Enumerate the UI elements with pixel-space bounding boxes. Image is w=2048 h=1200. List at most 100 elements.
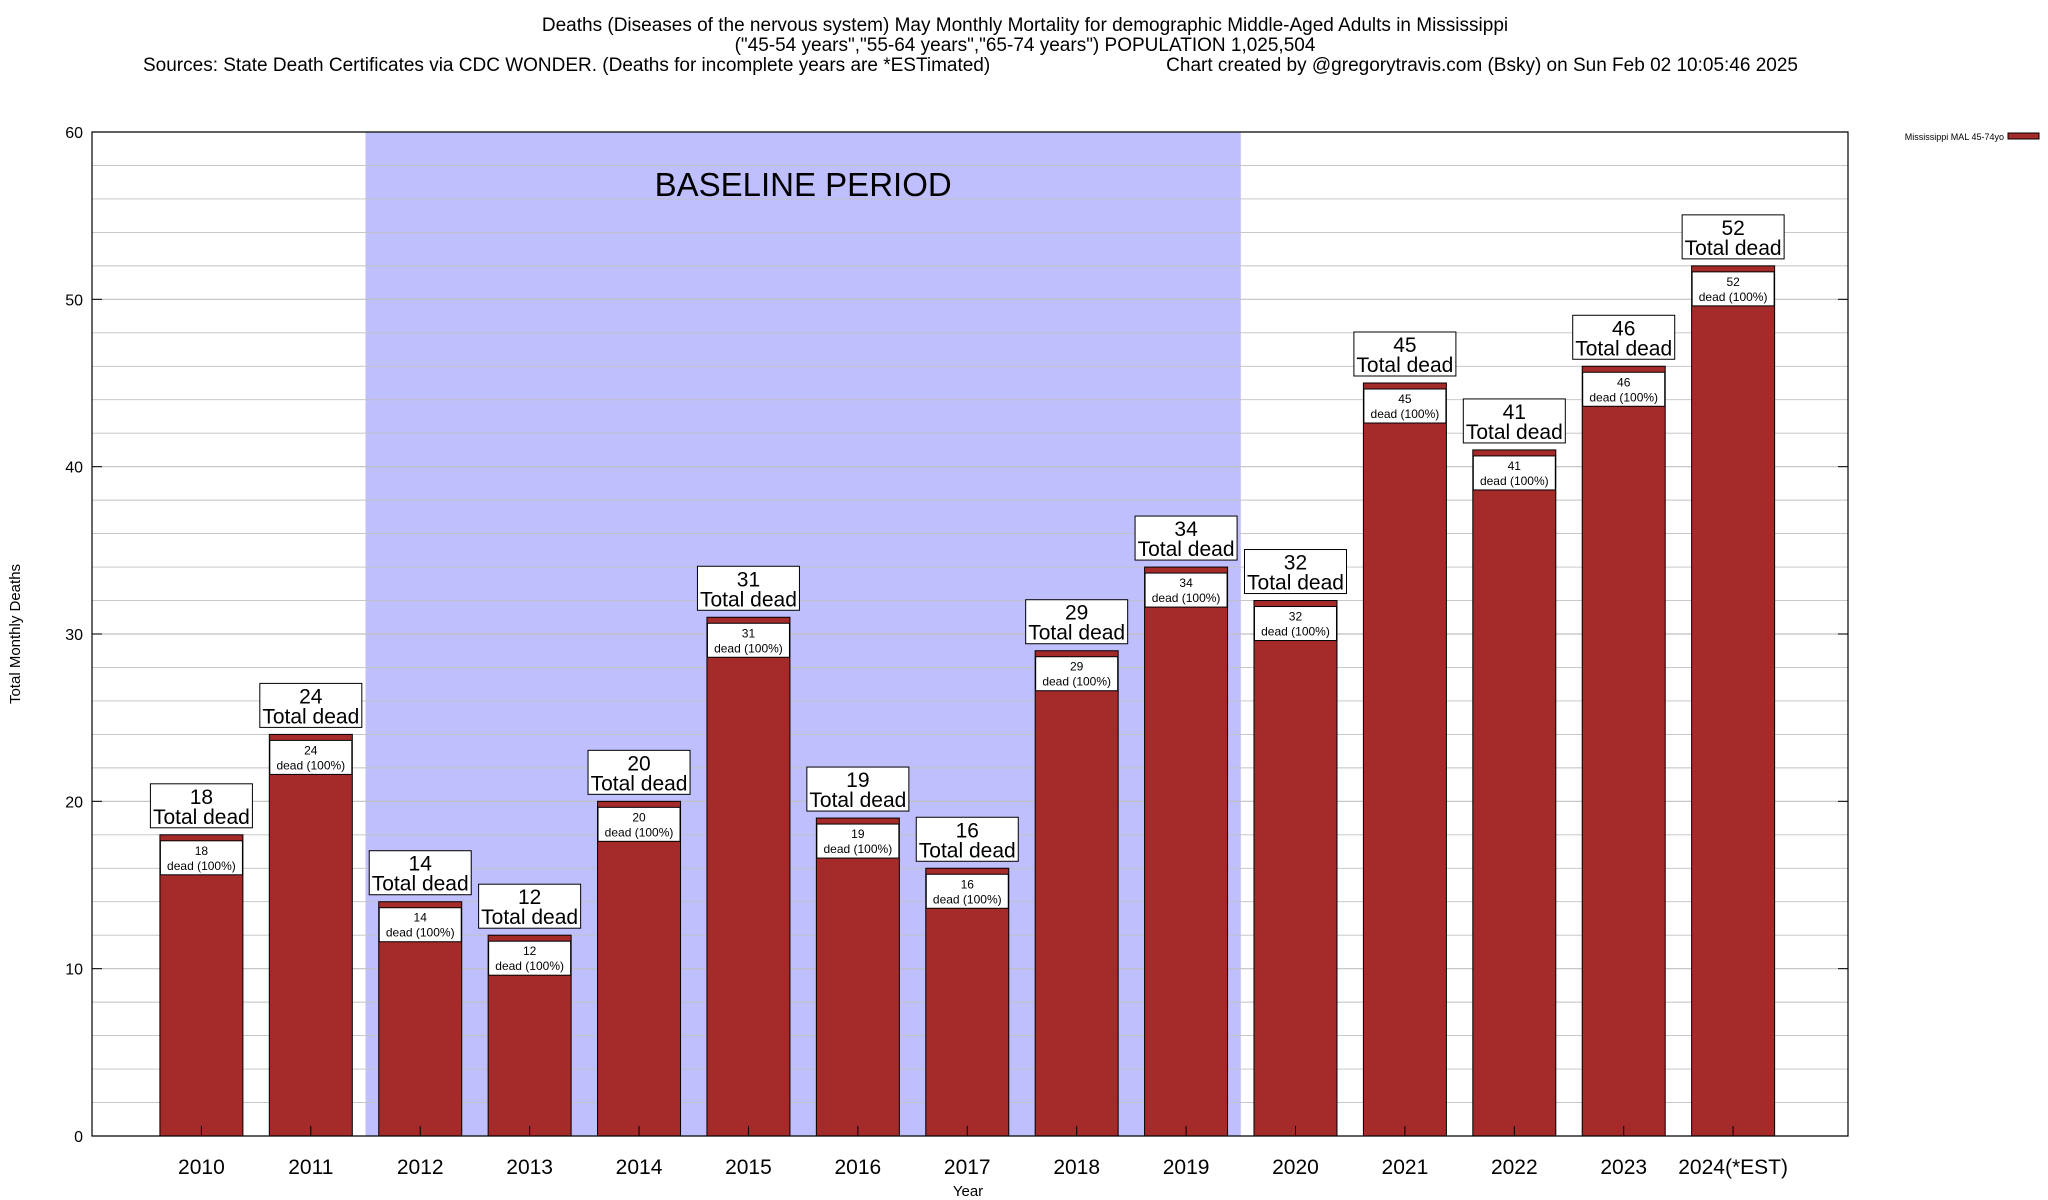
bar-total-text-label: Total dead <box>153 806 250 829</box>
bar-total-text-label: Total dead <box>1356 354 1453 377</box>
bar-total-label-box <box>149 783 253 829</box>
bar <box>706 616 791 1137</box>
bar-inner-value-label: 52 <box>1726 275 1740 289</box>
chart-title-block: Deaths (Diseases of the nervous system) … <box>143 15 1798 76</box>
bar-inner-label-box <box>1035 656 1119 692</box>
bar-total-text-label: Total dead <box>1028 622 1125 645</box>
bar <box>597 800 682 1137</box>
bar-total-value-label: 31 <box>737 568 760 591</box>
bar-inner-percent-label: dead (100%) <box>714 641 783 655</box>
bar-inner-label-box <box>378 907 462 943</box>
bar-inner-percent-label: dead (100%) <box>1042 675 1111 689</box>
x-tick-label: 2014 <box>616 1156 663 1179</box>
bar-inner-label-box <box>1253 606 1337 642</box>
bar-inner-percent-label: dead (100%) <box>1589 390 1658 404</box>
bar <box>1144 566 1229 1137</box>
bar-total-value-label: 24 <box>299 685 323 708</box>
bar-inner-percent-label: dead (100%) <box>605 825 674 839</box>
x-tick-label: 2011 <box>288 1156 333 1179</box>
y-axis-title: Total Monthly Deaths <box>7 564 24 704</box>
bar-total-label-box <box>1243 549 1347 595</box>
bar-total-value-label: 34 <box>1174 518 1198 541</box>
bar-inner-label-box <box>1691 271 1775 307</box>
x-tick-label: 2017 <box>944 1156 991 1179</box>
bar-inner-value-label: 19 <box>851 827 865 841</box>
legend-swatch <box>2007 132 2040 140</box>
bar-total-text-label: Total dead <box>1138 538 1235 561</box>
bar <box>1691 265 1776 1137</box>
bar-total-text-label: Total dead <box>919 839 1016 862</box>
bar-total-text-label: Total dead <box>481 906 578 929</box>
y-tick-label: 60 <box>65 125 83 142</box>
bar-inner-percent-label: dead (100%) <box>276 758 345 772</box>
x-tick-label: 2013 <box>506 1156 553 1179</box>
bar-inner-value-label: 12 <box>523 944 537 958</box>
x-axis-title: Year <box>953 1183 983 1200</box>
bar-inner-percent-label: dead (100%) <box>1261 625 1330 639</box>
bar-inner-label-box <box>1472 455 1556 491</box>
bar-total-label-box <box>1462 398 1566 444</box>
bar-total-value-label: 14 <box>409 853 433 876</box>
bar-inner-value-label: 20 <box>632 810 646 824</box>
bar-total-value-label: 16 <box>956 819 979 842</box>
bar-total-text-label: Total dead <box>700 588 797 611</box>
bar <box>1472 449 1557 1137</box>
bar-total-text-label: Total dead <box>1685 237 1782 260</box>
y-tick-label: 50 <box>65 292 83 309</box>
bar-total-value-label: 46 <box>1612 317 1635 340</box>
bar-inner-percent-label: dead (100%) <box>167 859 236 873</box>
x-tick-label: 2015 <box>725 1156 772 1179</box>
baseline-period-label: BASELINE PERIOD <box>655 166 952 203</box>
bar-inner-percent-label: dead (100%) <box>1371 407 1440 421</box>
bar-total-label-box <box>1681 214 1785 260</box>
bar-inner-value-label: 32 <box>1289 610 1303 624</box>
bar-total-label-box <box>915 816 1019 862</box>
bar-total-value-label: 12 <box>518 886 541 909</box>
bar-inner-label-box <box>1363 388 1447 424</box>
bar-total-value-label: 29 <box>1065 602 1088 625</box>
bar-total-label-box <box>806 766 910 812</box>
bar <box>1362 382 1447 1137</box>
bar-total-value-label: 19 <box>846 769 869 792</box>
y-tick-label: 40 <box>65 460 83 477</box>
chart-title: Deaths (Diseases of the nervous system) … <box>542 15 1508 36</box>
bar-total-label-box <box>259 682 363 728</box>
bar-total-text-label: Total dead <box>591 772 688 795</box>
bar-inner-value-label: 46 <box>1617 375 1631 389</box>
bar-total-label-box <box>368 850 472 896</box>
chart-subtitle: ("45-54 years","55-64 years","65-74 year… <box>735 35 1316 56</box>
bar-total-value-label: 52 <box>1721 217 1744 240</box>
bar <box>159 834 244 1137</box>
bar <box>1581 365 1666 1137</box>
bar-total-text-label: Total dead <box>1466 421 1563 444</box>
bar-total-value-label: 18 <box>190 786 213 809</box>
bar-inner-label-box <box>816 823 900 859</box>
bar-total-value-label: 20 <box>627 752 650 775</box>
bar-total-value-label: 41 <box>1503 401 1526 424</box>
x-tick-label: 2024(*EST) <box>1678 1156 1788 1179</box>
bar-total-value-label: 32 <box>1284 552 1307 575</box>
x-tick-label: 2012 <box>397 1156 444 1179</box>
bar-inner-label-box <box>269 739 353 775</box>
bar-total-label-box <box>478 883 582 929</box>
x-tick-label: 2019 <box>1163 1156 1210 1179</box>
x-tick-label: 2021 <box>1382 1156 1429 1179</box>
bar <box>1034 650 1119 1137</box>
bar-inner-label-box <box>1144 572 1228 608</box>
bar-inner-value-label: 18 <box>195 844 209 858</box>
bar-inner-percent-label: dead (100%) <box>1480 474 1549 488</box>
y-tick-label: 10 <box>65 962 83 979</box>
bar-total-label-box <box>1572 314 1676 360</box>
bar-total-text-label: Total dead <box>1575 337 1672 360</box>
bar-total-text-label: Total dead <box>1247 572 1344 595</box>
bar-inner-value-label: 45 <box>1398 392 1412 406</box>
bar-total-text-label: Total dead <box>372 873 469 896</box>
bar <box>1253 600 1338 1137</box>
y-tick-label: 30 <box>65 627 83 644</box>
bar-total-label-box <box>1025 599 1129 645</box>
y-tick-label: 0 <box>74 1129 83 1146</box>
bar-inner-value-label: 34 <box>1179 576 1193 590</box>
legend-label: Mississippi MAL 45-74yo <box>1905 132 2004 142</box>
